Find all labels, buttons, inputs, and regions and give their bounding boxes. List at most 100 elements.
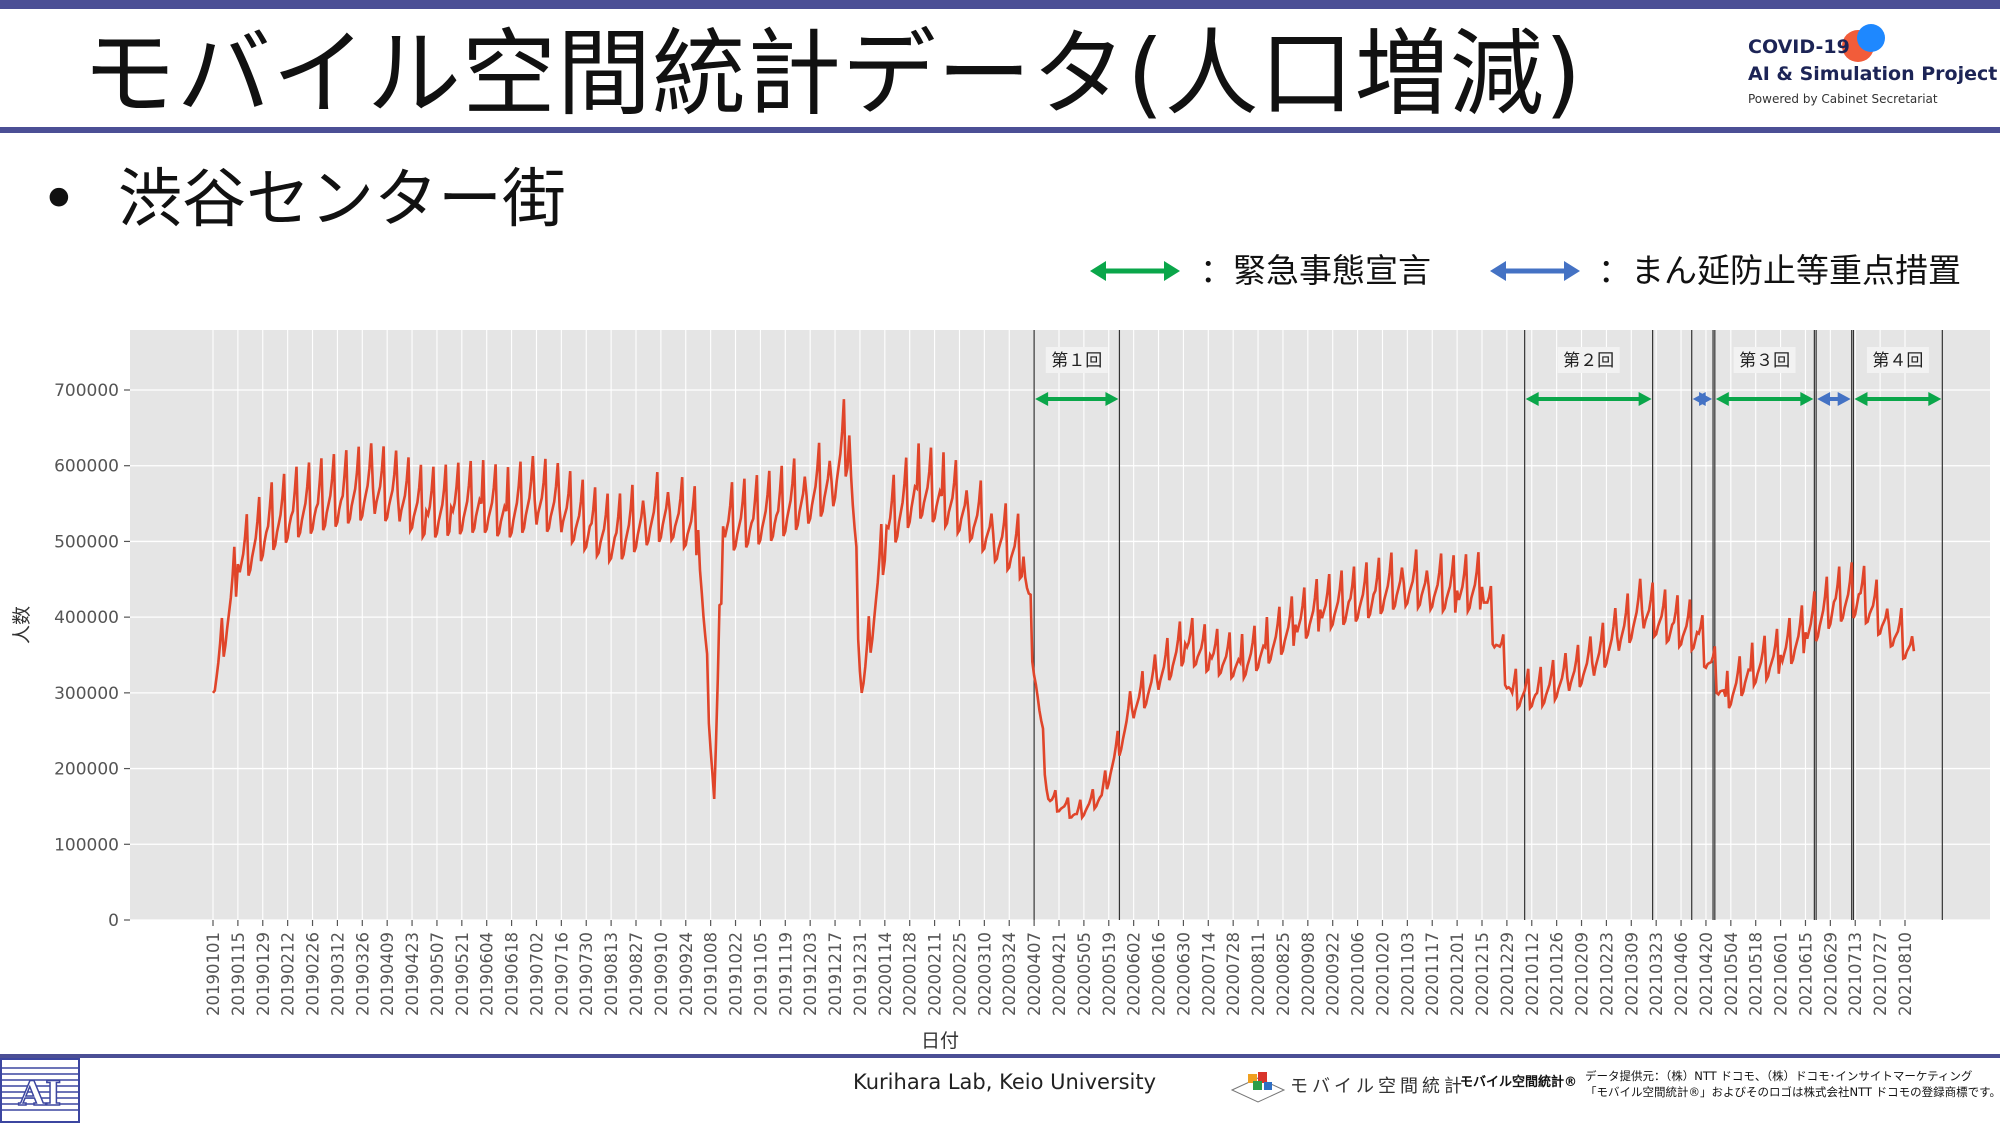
x-tick-label: 20190101 bbox=[204, 932, 223, 1016]
y-tick-label: 100000 bbox=[54, 835, 119, 855]
period-label: 第４回 bbox=[1872, 351, 1923, 371]
x-tick-label: 20201006 bbox=[1349, 932, 1368, 1016]
y-tick-label: 600000 bbox=[54, 457, 119, 477]
x-tick-label: 20200505 bbox=[1075, 932, 1094, 1016]
x-tick-label: 20200602 bbox=[1125, 932, 1144, 1016]
blue-circle-icon bbox=[1857, 24, 1885, 52]
period-label-box bbox=[1866, 347, 1929, 373]
x-tick-label: 20200211 bbox=[926, 932, 945, 1016]
x-tick-label: 20190813 bbox=[602, 932, 621, 1016]
x-tick-label: 20190910 bbox=[652, 932, 671, 1016]
x-tick-label: 20190312 bbox=[328, 932, 347, 1016]
lab-credit: Kurihara Lab, Keio University bbox=[853, 1070, 1157, 1094]
y-tick-label: 200000 bbox=[54, 760, 119, 780]
period-label: 第１回 bbox=[1051, 351, 1102, 371]
legend-emergency: ：緊急事態宣言 bbox=[1090, 246, 1460, 296]
population-line-chart: 第１回 第２回 第３回 第４回 0 100000 200000 300000 400000 50… bbox=[11, 330, 1990, 1052]
y-tick-label: 500000 bbox=[54, 532, 119, 552]
mobile-spatial-stats-logo: モバイル空間統計 bbox=[1228, 1066, 1462, 1104]
period-arrow-head bbox=[1699, 392, 1713, 406]
x-tick-label: 20201103 bbox=[1398, 932, 1417, 1016]
x-tick-label: 20210518 bbox=[1747, 932, 1766, 1016]
x-tick-label: 20200225 bbox=[950, 932, 969, 1016]
grid-lines bbox=[130, 330, 1990, 921]
x-tick-label: 20200407 bbox=[1025, 932, 1044, 1016]
period-label: 第２回 bbox=[1563, 351, 1614, 371]
data-credit: データ提供元：（株）NTT ドコモ、（株）ドコモ･インサイトマーケティング 「モ… bbox=[1585, 1068, 2000, 1100]
data-credit-line2: 「モバイル空間統計®」およびそのロゴは株式会社NTT ドコモの登録商標です。 bbox=[1585, 1085, 2000, 1099]
data-credit-line1: データ提供元：（株）NTT ドコモ、（株）ドコモ･インサイトマーケティング bbox=[1585, 1069, 1973, 1083]
x-axis-label: 日付 bbox=[921, 1030, 959, 1052]
x-tick-label: 20191022 bbox=[727, 932, 746, 1016]
period-arrow-head bbox=[1854, 392, 1868, 406]
plot-background bbox=[130, 330, 1990, 920]
x-tick-label: 20190115 bbox=[229, 932, 248, 1016]
ai-lab-logo-icon: AI bbox=[2, 1067, 78, 1115]
x-tick-label: 20210420 bbox=[1697, 932, 1716, 1016]
covid19-project-logo: COVID-19 AI & Simulation Project Powered… bbox=[1745, 24, 1997, 115]
x-tick-label: 20190702 bbox=[527, 932, 546, 1016]
x-tick-label: 20200310 bbox=[975, 932, 994, 1016]
x-tick-label: 20210713 bbox=[1846, 932, 1865, 1016]
x-tick-label: 20190521 bbox=[453, 932, 472, 1016]
x-tick-label: 20191217 bbox=[826, 932, 845, 1016]
x-tick-label: 20210810 bbox=[1896, 932, 1915, 1016]
top-accent-bar bbox=[0, 0, 2000, 9]
x-tick-label: 20191119 bbox=[776, 932, 795, 1016]
x-tick-label: 20200114 bbox=[876, 932, 895, 1016]
x-tick-label: 20210406 bbox=[1672, 932, 1691, 1016]
x-tick-label: 20210323 bbox=[1647, 932, 1666, 1016]
period-arrow-head bbox=[1525, 392, 1539, 406]
period-label-box bbox=[1045, 347, 1108, 373]
x-tick-label: 20200908 bbox=[1299, 932, 1318, 1016]
x-tick-label: 20210209 bbox=[1573, 932, 1592, 1016]
x-tick-label: 20201020 bbox=[1373, 932, 1392, 1016]
registered-mark: モバイル空間統計® bbox=[1460, 1075, 1578, 1090]
cube-logo-icon bbox=[1230, 1072, 1286, 1103]
period-arrow-head bbox=[1105, 392, 1119, 406]
legend-emergency-label: ：緊急事態宣言 bbox=[1200, 251, 1431, 290]
x-tick-label: 20210223 bbox=[1597, 932, 1616, 1016]
bullet-marker: • bbox=[40, 163, 78, 237]
x-tick-label: 20190423 bbox=[403, 932, 422, 1016]
x-tick-label: 20200714 bbox=[1199, 932, 1218, 1016]
y-axis-label: 人数 bbox=[11, 606, 33, 644]
x-tick-label: 20210615 bbox=[1796, 932, 1815, 1016]
logo-line3: Powered by Cabinet Secretariat bbox=[1748, 92, 1938, 106]
lab-logo: AI bbox=[0, 1058, 80, 1123]
x-tick-label: 20190326 bbox=[353, 932, 372, 1016]
x-tick-label: 20200811 bbox=[1249, 932, 1268, 1016]
x-tick-label: 20200922 bbox=[1324, 932, 1343, 1016]
period-arrow-head bbox=[1837, 392, 1851, 406]
y-tick-label: 300000 bbox=[54, 684, 119, 704]
x-tick-label: 20200519 bbox=[1100, 932, 1119, 1016]
mobile-logo-text: モバイル空間統計 bbox=[1290, 1076, 1466, 1097]
x-tick-label: 20200630 bbox=[1174, 932, 1193, 1016]
population-series-line bbox=[211, 399, 1916, 821]
x-tick-label: 20190129 bbox=[254, 932, 273, 1016]
x-tick-label: 20200728 bbox=[1224, 932, 1243, 1016]
double-arrow-icon bbox=[1090, 261, 1180, 281]
x-tick-label: 20210727 bbox=[1871, 932, 1890, 1016]
x-tick-label: 20201229 bbox=[1498, 932, 1517, 1016]
period-arrow-head bbox=[1638, 392, 1652, 406]
double-arrow-icon bbox=[1490, 261, 1580, 281]
legend-semi-emergency-label: ：まん延防止等重点措置 bbox=[1598, 251, 1961, 290]
x-tick-label: 20191008 bbox=[702, 932, 721, 1016]
x-tick-label: 20210112 bbox=[1523, 932, 1542, 1016]
period-label: 第３回 bbox=[1739, 351, 1790, 371]
title-divider bbox=[0, 127, 2000, 133]
period-label-box bbox=[1557, 347, 1620, 373]
x-tick-label: 20190226 bbox=[304, 932, 323, 1016]
x-tick-label: 20200128 bbox=[901, 932, 920, 1016]
x-tick-label: 20190507 bbox=[428, 932, 447, 1016]
x-tick-label: 20190827 bbox=[627, 932, 646, 1016]
x-tick-label: 20210309 bbox=[1622, 932, 1641, 1016]
logo-line2: AI & Simulation Project bbox=[1748, 63, 1998, 85]
x-tick-label: 20201117 bbox=[1423, 932, 1442, 1016]
svg-text:AI: AI bbox=[18, 1074, 61, 1114]
period-label-box bbox=[1733, 347, 1796, 373]
x-tick-label: 20191231 bbox=[851, 932, 870, 1016]
period-arrow-head bbox=[1800, 392, 1814, 406]
x-tick-label: 20190924 bbox=[677, 932, 696, 1016]
